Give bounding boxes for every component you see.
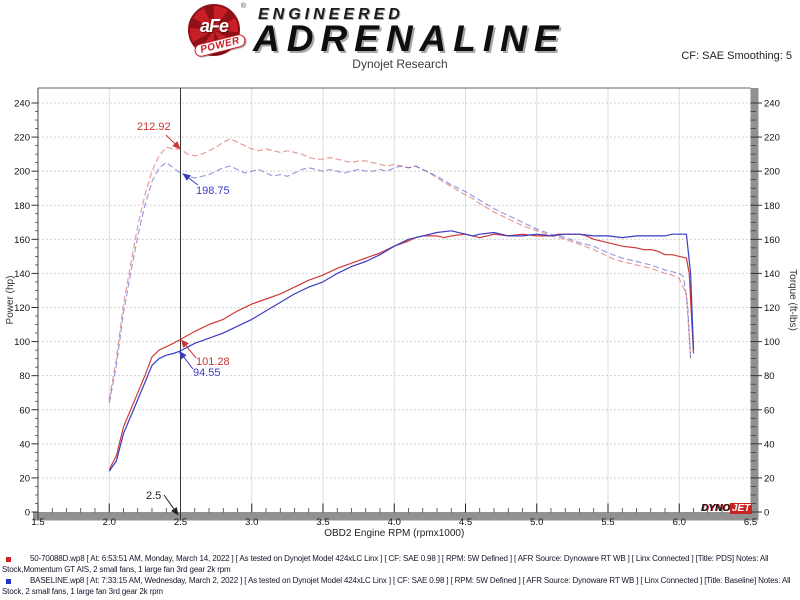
plot-frame: [33, 87, 759, 521]
brand-engineered: ENGINEERED: [258, 6, 404, 23]
chart-subtitle: Dynojet Research: [352, 57, 448, 71]
svg-text:80: 80: [764, 371, 775, 382]
dynojet-logo-jet: JET: [729, 503, 753, 514]
series-3: [108, 161, 692, 404]
dynojet-logo-dyno: DYNO: [701, 503, 730, 514]
gridlines: [38, 88, 751, 512]
axis-ticks-labels: 0 0 20 20 40 40 60 60 80 80 100 100 120 120 140 140 160 1…: [5, 99, 798, 540]
svg-text:160: 160: [764, 235, 780, 246]
svg-text:240: 240: [764, 99, 780, 110]
svg-text:60: 60: [19, 405, 30, 416]
svg-text:3.5: 3.5: [316, 517, 329, 528]
afe-power-logo: aFe ® POWER: [186, 3, 248, 63]
dynojet-logo: DYNO JET: [701, 503, 753, 514]
svg-text:220: 220: [764, 133, 780, 144]
svg-text:60: 60: [764, 405, 775, 416]
svg-text:101.28: 101.28: [196, 356, 230, 368]
svg-text:6.5: 6.5: [744, 517, 757, 528]
series-1: [108, 138, 692, 400]
file-entry-baseline-line1: BASELINE.wp8 [ At: 7:33:15 AM, Wednesday…: [30, 576, 791, 585]
series-2: [108, 230, 695, 472]
svg-text:2.5: 2.5: [146, 490, 161, 502]
legend-marker-1: [6, 579, 11, 584]
registered-trademark-icon: ®: [240, 3, 246, 10]
svg-text:1.5: 1.5: [31, 517, 44, 528]
series-0: [108, 233, 695, 470]
afe-logo-text: aFe: [199, 15, 229, 36]
dyno-chart: 0 0 20 20 40 40 60 60 80 80 100 100 120 120 140 140 160 1…: [5, 87, 798, 540]
file-entry-baseline: BASELINE.wp8 [ At: 7:33:15 AM, Wednesday…: [0, 575, 800, 597]
svg-text:180: 180: [14, 201, 30, 212]
svg-text:40: 40: [764, 439, 775, 450]
svg-text:Power (hp): Power (hp): [5, 276, 16, 325]
svg-text:200: 200: [14, 167, 30, 178]
svg-text:220: 220: [14, 133, 30, 144]
svg-text:180: 180: [764, 201, 780, 212]
svg-text:160: 160: [14, 235, 30, 246]
svg-text:80: 80: [19, 371, 30, 382]
svg-text:100: 100: [14, 337, 30, 348]
svg-text:20: 20: [764, 473, 775, 484]
brand-adrenaline: ADRENALINE: [253, 18, 566, 59]
svg-text:120: 120: [764, 303, 780, 314]
svg-text:20: 20: [19, 473, 30, 484]
svg-text:198.75: 198.75: [196, 185, 230, 197]
svg-text:5.0: 5.0: [530, 517, 543, 528]
svg-text:100: 100: [764, 337, 780, 348]
svg-text:40: 40: [19, 439, 30, 450]
svg-text:3.0: 3.0: [245, 517, 258, 528]
svg-text:5.5: 5.5: [601, 517, 614, 528]
svg-text:Torque (ft-lbs): Torque (ft-lbs): [787, 269, 798, 331]
file-entry-pds: 50-70088D.wp8 [ At: 6:53:51 AM, Monday, …: [0, 553, 800, 575]
svg-text:6.0: 6.0: [673, 517, 686, 528]
svg-text:OBD2 Engine RPM (rpmx1000): OBD2 Engine RPM (rpmx1000): [324, 528, 464, 539]
svg-text:94.55: 94.55: [193, 367, 221, 379]
svg-text:240: 240: [14, 99, 30, 110]
svg-text:4.5: 4.5: [459, 517, 472, 528]
legend-marker-0: [6, 557, 11, 562]
svg-text:0: 0: [764, 508, 769, 519]
svg-text:140: 140: [764, 269, 780, 280]
svg-text:0: 0: [25, 508, 30, 519]
svg-text:140: 140: [14, 269, 30, 280]
file-entry-pds-line2: Stock,Momentum GT AIS, 2 small fans, 1 l…: [2, 565, 231, 574]
svg-text:2.0: 2.0: [103, 517, 116, 528]
file-entry-pds-line1: 50-70088D.wp8 [ At: 6:53:51 AM, Monday, …: [30, 554, 769, 563]
svg-text:212.92: 212.92: [137, 121, 171, 133]
file-entry-baseline-line2: Stock, 2 small fans, 1 large fan 3rd gea…: [2, 587, 163, 596]
svg-text:4.0: 4.0: [388, 517, 401, 528]
svg-text:2.5: 2.5: [174, 517, 187, 528]
svg-text:200: 200: [764, 167, 780, 178]
svg-text:120: 120: [14, 303, 30, 314]
correction-smoothing-setting: CF: SAE Smoothing: 5: [681, 50, 792, 62]
